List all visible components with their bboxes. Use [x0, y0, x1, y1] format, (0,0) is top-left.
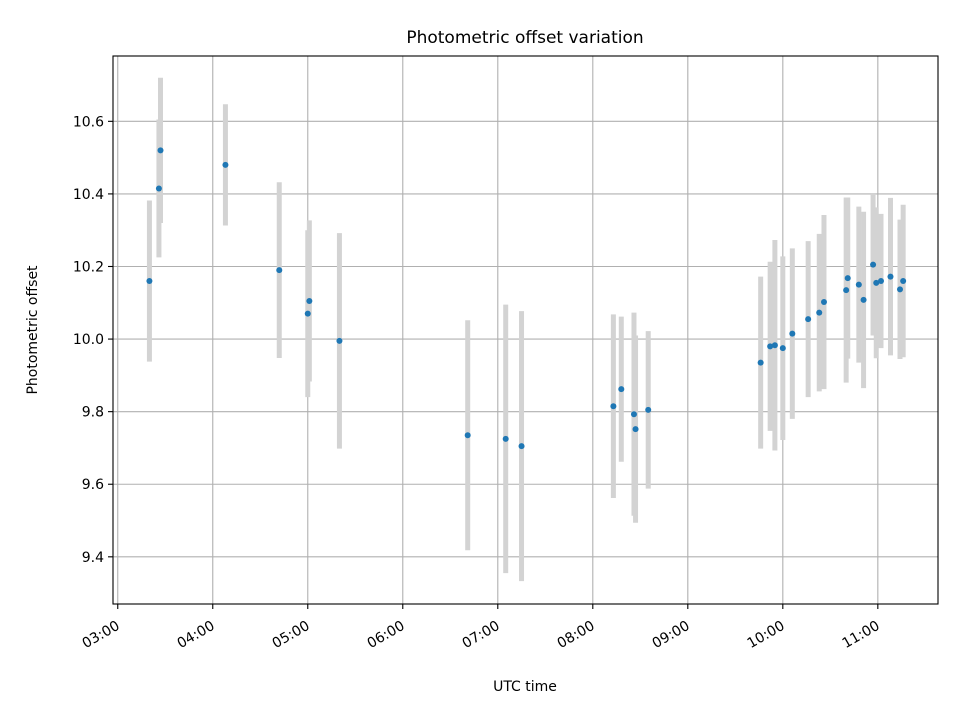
data-point [336, 337, 343, 344]
data-point [887, 273, 894, 280]
data-point [757, 359, 764, 366]
data-point [276, 267, 283, 274]
data-point [155, 185, 162, 192]
data-point [222, 161, 229, 168]
data-point [805, 316, 812, 323]
error-bars [146, 77, 906, 582]
data-point [767, 343, 774, 350]
y-tick-label: 10.6 [73, 114, 104, 130]
y-axis-label: Photometric offset [25, 265, 41, 395]
data-point [502, 435, 509, 442]
y-tick-label: 9.4 [82, 550, 104, 566]
x-tick-label: 03:00 [80, 618, 123, 652]
x-tick-label: 10:00 [745, 618, 788, 652]
x-tick-label: 05:00 [270, 618, 313, 652]
chart-title: Photometric offset variation [406, 28, 643, 48]
data-point [518, 443, 525, 450]
data-point [610, 403, 617, 410]
data-point [779, 345, 786, 352]
data-point [843, 287, 850, 294]
data-point [896, 286, 903, 293]
data-point [618, 386, 625, 393]
data-point [877, 278, 884, 285]
data-point [900, 278, 907, 285]
data-point [870, 261, 877, 268]
x-tick-label: 11:00 [840, 618, 883, 652]
data-point [873, 279, 880, 286]
x-tick-label: 09:00 [650, 618, 693, 652]
grid [113, 56, 938, 604]
data-point [844, 275, 851, 282]
data-point [820, 299, 827, 306]
data-point [645, 406, 652, 413]
data-point [855, 281, 862, 288]
data-point [860, 296, 867, 303]
x-tick-label: 04:00 [175, 618, 218, 652]
data-point [146, 278, 153, 285]
y-tick-label: 10.2 [73, 259, 104, 275]
y-tick-label: 10.0 [73, 332, 104, 348]
data-point [630, 411, 637, 418]
data-point [816, 309, 823, 316]
data-point [157, 147, 164, 154]
data-point [304, 310, 311, 317]
y-tick-label: 9.6 [82, 477, 104, 493]
plot-frame [112, 55, 939, 605]
x-tick-label: 07:00 [460, 618, 503, 652]
data-point [771, 342, 778, 349]
data-points [146, 147, 907, 450]
data-point [632, 426, 639, 433]
data-point [789, 330, 796, 337]
x-tick-label: 06:00 [365, 618, 408, 652]
x-tick-label: 08:00 [555, 618, 598, 652]
data-point [464, 432, 471, 439]
x-axis-label: UTC time [493, 679, 557, 695]
y-tick-label: 10.4 [73, 187, 104, 203]
y-tick-label: 9.8 [82, 405, 104, 421]
data-point [306, 297, 313, 304]
